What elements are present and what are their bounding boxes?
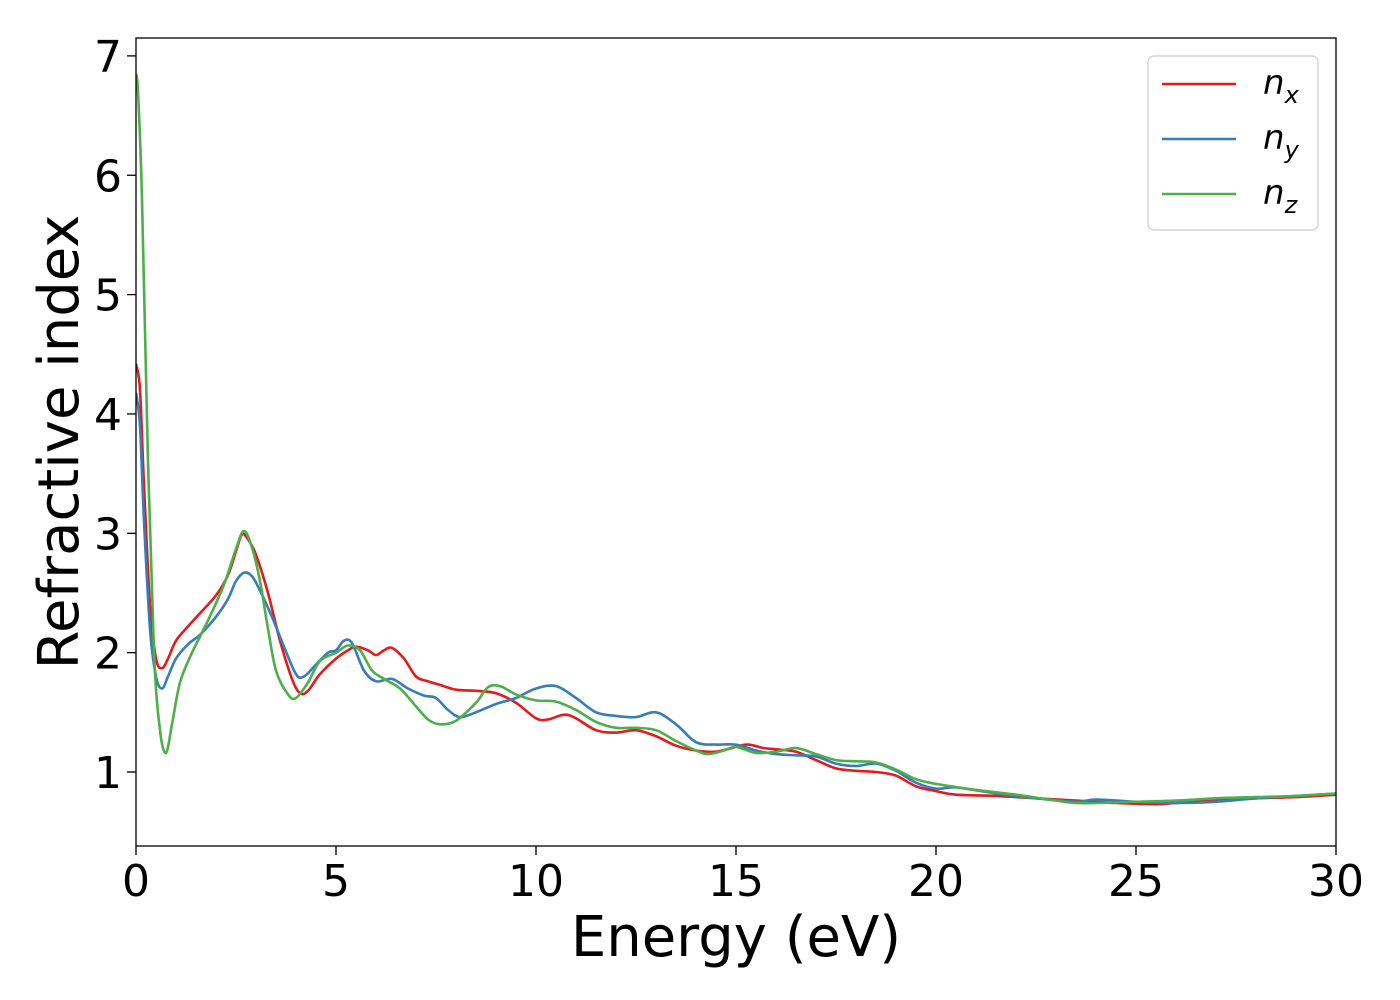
y-tick-label: 6 — [94, 151, 122, 202]
x-axis-label: Energy (eV) — [571, 905, 901, 970]
y-tick-label: 2 — [94, 629, 122, 680]
y-axis-label: Refractive index — [27, 215, 92, 670]
x-tick-label: 0 — [122, 856, 150, 907]
x-tick-label: 20 — [908, 856, 964, 907]
series-layer — [136, 73, 1336, 806]
x-tick-label: 10 — [508, 856, 564, 907]
series-line-x — [136, 363, 1336, 806]
x-axis-ticks: 0 5 10 15 20 25 30 — [122, 846, 1364, 907]
y-tick-label: 4 — [94, 390, 122, 441]
y-axis-ticks: 1 2 3 4 5 6 7 — [94, 32, 136, 799]
series-line-z — [136, 73, 1336, 805]
y-tick-label: 1 — [94, 748, 122, 799]
y-tick-label: 3 — [94, 509, 122, 560]
legend: nx ny nz — [1147, 55, 1319, 231]
legend-label-z: nz — [1263, 173, 1299, 219]
legend-label-y: ny — [1263, 118, 1300, 164]
x-tick-label: 25 — [1108, 856, 1164, 907]
legend-label-x: nx — [1263, 63, 1300, 109]
y-tick-label: 7 — [94, 32, 122, 83]
y-tick-label: 5 — [94, 271, 122, 322]
legend-box — [1147, 55, 1319, 231]
x-tick-label: 30 — [1308, 856, 1364, 907]
x-tick-label: 5 — [322, 856, 350, 907]
series-line-y — [136, 392, 1336, 805]
x-tick-label: 15 — [708, 856, 764, 907]
